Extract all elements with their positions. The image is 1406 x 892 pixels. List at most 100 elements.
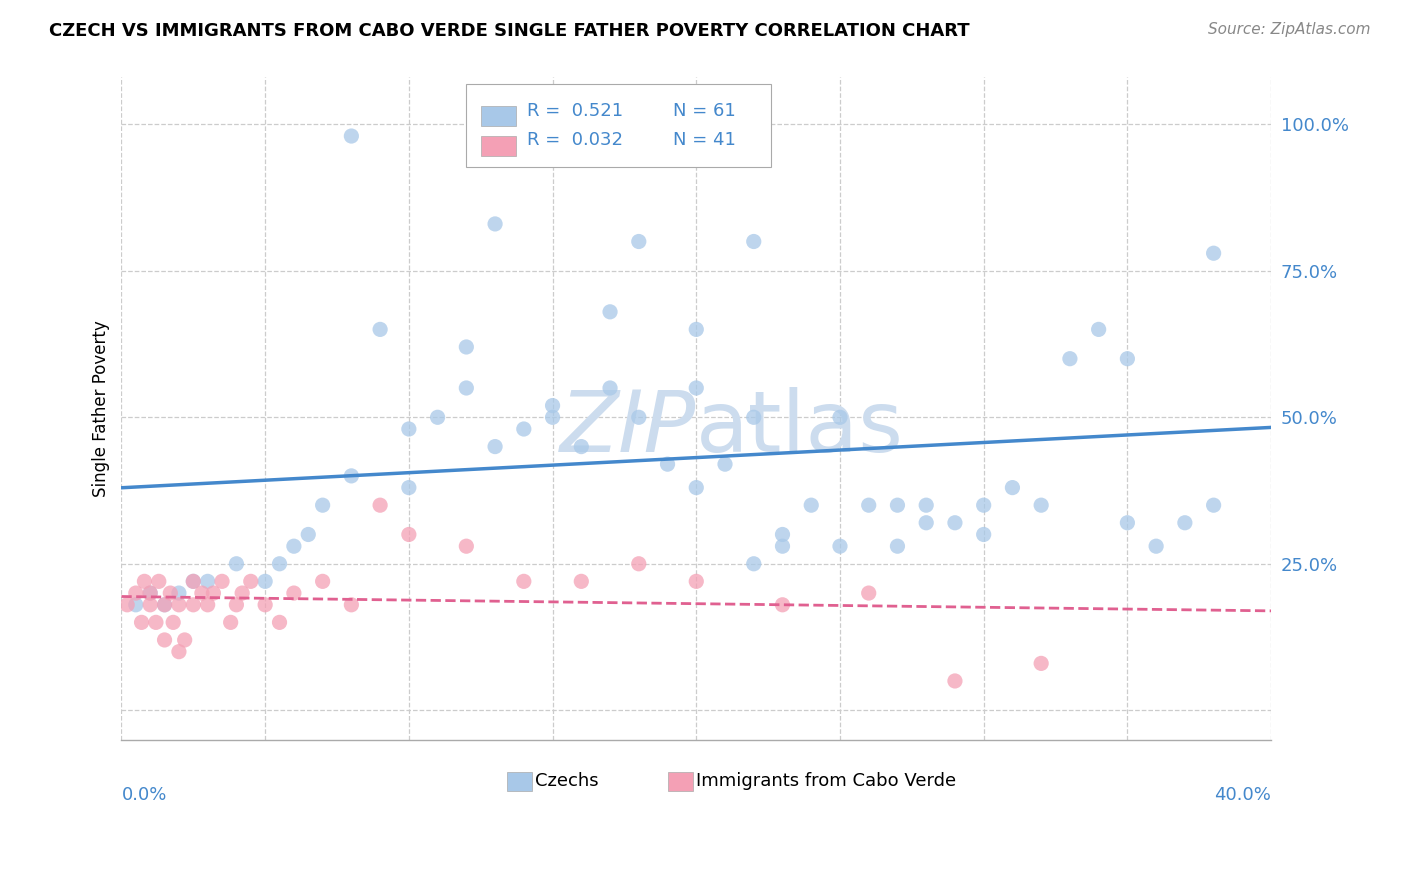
Point (115, 598, 138, 612)
Point (269, 615, 291, 630)
Point (456, 340, 478, 354)
Point (297, 527, 319, 541)
Point (426, 410, 449, 425)
Point (742, 235, 765, 249)
Point (685, 381, 707, 395)
Point (772, 598, 794, 612)
Point (167, 598, 190, 612)
Point (973, 498, 995, 512)
FancyBboxPatch shape (506, 772, 531, 790)
Point (125, 598, 148, 612)
Point (340, 129, 363, 144)
Point (685, 574, 707, 589)
Point (1031, 657, 1053, 671)
FancyBboxPatch shape (668, 772, 693, 790)
FancyBboxPatch shape (467, 84, 770, 167)
Point (828, 539, 851, 553)
Point (340, 469, 363, 483)
Point (973, 527, 995, 541)
Point (340, 598, 363, 612)
Point (197, 598, 219, 612)
Point (225, 598, 247, 612)
Point (943, 673, 966, 688)
Point (456, 539, 478, 553)
Point (685, 322, 707, 336)
Point (181, 574, 204, 589)
Point (398, 527, 420, 541)
Point (915, 516, 938, 530)
Point (858, 498, 880, 512)
Point (225, 557, 247, 571)
Point (1031, 498, 1053, 512)
Point (456, 381, 478, 395)
Point (1174, 516, 1197, 530)
Text: N = 61: N = 61 (673, 102, 735, 120)
Point (599, 305, 621, 319)
Point (269, 557, 291, 571)
Point (134, 574, 156, 589)
Point (159, 586, 181, 600)
Point (125, 586, 148, 600)
FancyBboxPatch shape (481, 136, 516, 155)
Point (627, 557, 650, 571)
Point (915, 498, 938, 512)
Point (145, 615, 167, 630)
Text: Immigrants from Cabo Verde: Immigrants from Cabo Verde (696, 772, 956, 790)
Text: ZIP: ZIP (560, 387, 696, 470)
Point (139, 586, 162, 600)
Point (368, 498, 391, 512)
Point (886, 539, 908, 553)
Point (311, 574, 333, 589)
Point (191, 586, 214, 600)
Point (484, 217, 506, 231)
FancyBboxPatch shape (481, 106, 516, 126)
Point (513, 574, 536, 589)
Point (239, 574, 262, 589)
Point (1001, 481, 1024, 495)
Text: 0.0%: 0.0% (121, 786, 167, 804)
Text: N = 41: N = 41 (673, 131, 737, 149)
Point (398, 422, 420, 436)
Point (685, 481, 707, 495)
Point (202, 586, 225, 600)
Point (943, 516, 966, 530)
Point (283, 539, 305, 553)
Point (742, 410, 765, 425)
Point (1059, 351, 1081, 366)
Point (714, 457, 737, 471)
Point (1087, 322, 1109, 336)
Text: R =  0.521: R = 0.521 (527, 102, 623, 120)
Point (858, 586, 880, 600)
Point (368, 322, 391, 336)
Text: atlas: atlas (696, 387, 904, 470)
Point (627, 410, 650, 425)
Point (484, 440, 506, 454)
Point (131, 615, 153, 630)
Text: R =  0.032: R = 0.032 (527, 131, 623, 149)
Point (139, 598, 162, 612)
Point (828, 410, 851, 425)
Point (139, 586, 162, 600)
Point (742, 557, 765, 571)
Point (541, 399, 564, 413)
Point (197, 574, 219, 589)
Text: CZECH VS IMMIGRANTS FROM CABO VERDE SINGLE FATHER POVERTY CORRELATION CHART: CZECH VS IMMIGRANTS FROM CABO VERDE SING… (49, 22, 970, 40)
Point (167, 586, 190, 600)
Point (1144, 539, 1167, 553)
Point (283, 586, 305, 600)
Point (148, 574, 170, 589)
Y-axis label: Single Father Poverty: Single Father Poverty (93, 320, 110, 497)
Point (153, 598, 176, 612)
Point (153, 598, 176, 612)
Point (657, 457, 679, 471)
Point (167, 645, 190, 659)
Point (211, 574, 233, 589)
Point (569, 574, 592, 589)
Point (1202, 246, 1225, 260)
Point (569, 440, 592, 454)
Point (1202, 498, 1225, 512)
Point (541, 410, 564, 425)
Text: 40.0%: 40.0% (1215, 786, 1271, 804)
Point (181, 574, 204, 589)
Point (162, 615, 184, 630)
